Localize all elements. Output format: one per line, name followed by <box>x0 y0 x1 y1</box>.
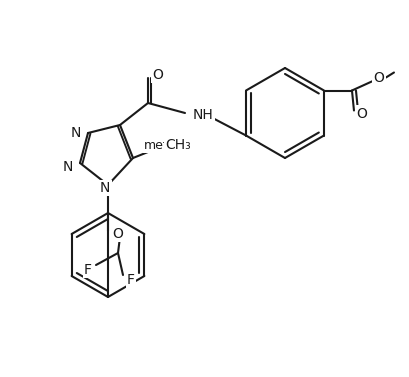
Text: O: O <box>373 70 384 84</box>
Text: F: F <box>127 273 135 287</box>
Text: O: O <box>153 68 164 82</box>
Text: N: N <box>63 160 73 174</box>
Text: O: O <box>357 106 367 121</box>
Text: N: N <box>100 181 110 195</box>
Text: F: F <box>84 263 92 277</box>
Text: methyl: methyl <box>144 138 188 152</box>
Text: CH₃: CH₃ <box>165 138 191 152</box>
Text: NH: NH <box>193 108 214 122</box>
Text: N: N <box>71 126 81 140</box>
Text: O: O <box>112 227 124 241</box>
